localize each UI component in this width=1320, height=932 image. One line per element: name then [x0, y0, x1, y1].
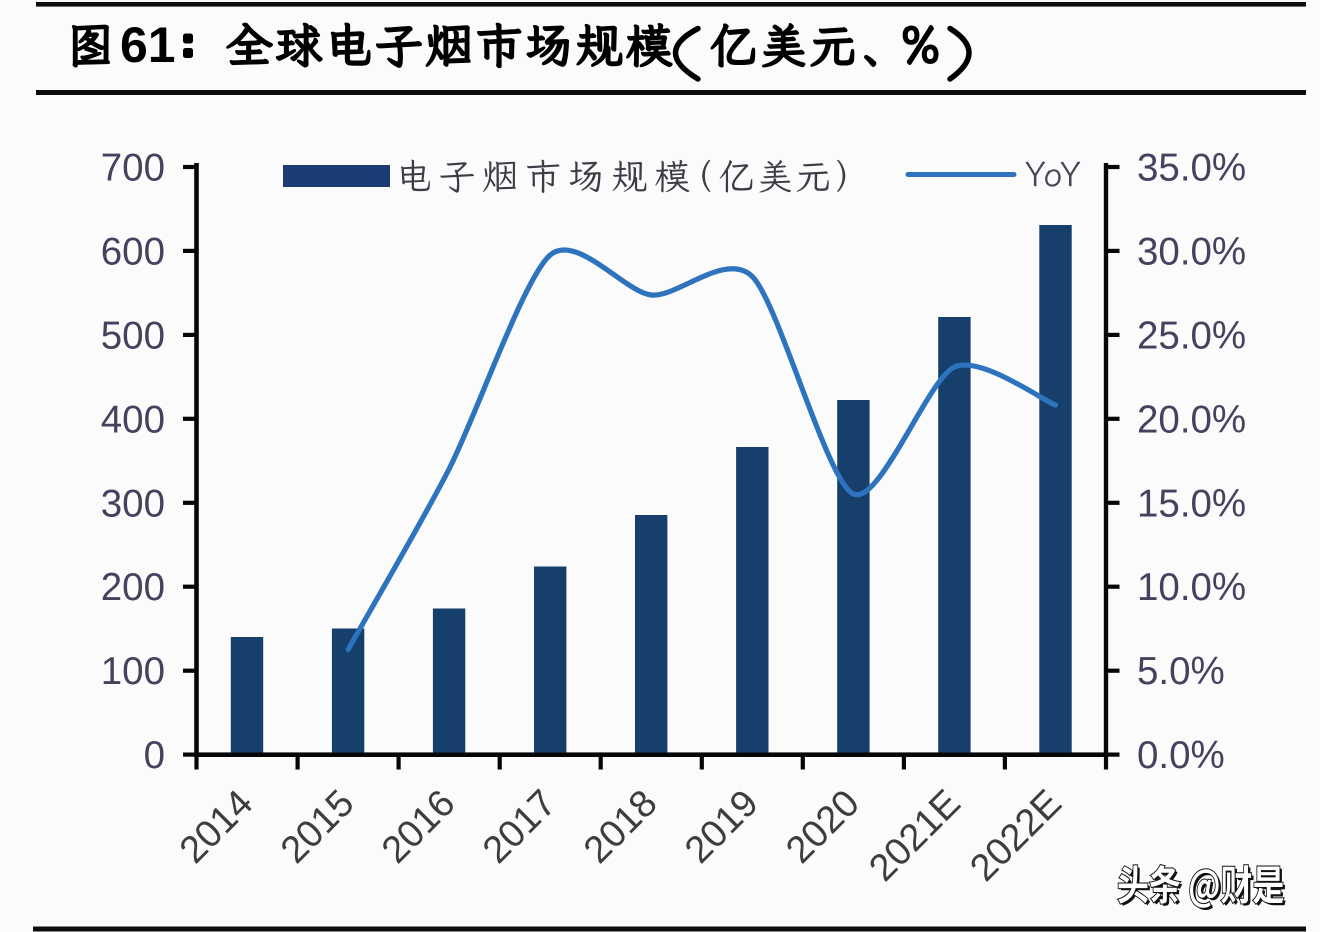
svg-text:15.0%: 15.0% — [1137, 482, 1246, 525]
svg-text:20.0%: 20.0% — [1137, 398, 1246, 441]
svg-text:25.0%: 25.0% — [1137, 314, 1246, 357]
svg-text:400: 400 — [101, 398, 165, 441]
svg-text:600: 600 — [101, 230, 165, 273]
svg-text:300: 300 — [101, 482, 165, 525]
svg-text:35.0%: 35.0% — [1137, 147, 1246, 190]
svg-text:5.0%: 5.0% — [1137, 650, 1225, 693]
svg-text:10.0%: 10.0% — [1137, 566, 1246, 609]
svg-text:61: 61 — [120, 17, 176, 73]
svg-text:30.0%: 30.0% — [1137, 230, 1246, 273]
svg-text:0: 0 — [144, 734, 165, 777]
svg-text:700: 700 — [101, 147, 165, 190]
svg-text:500: 500 — [101, 314, 165, 357]
svg-text:0.0%: 0.0% — [1137, 734, 1225, 777]
svg-text:200: 200 — [101, 566, 165, 609]
svg-text:100: 100 — [101, 650, 165, 693]
